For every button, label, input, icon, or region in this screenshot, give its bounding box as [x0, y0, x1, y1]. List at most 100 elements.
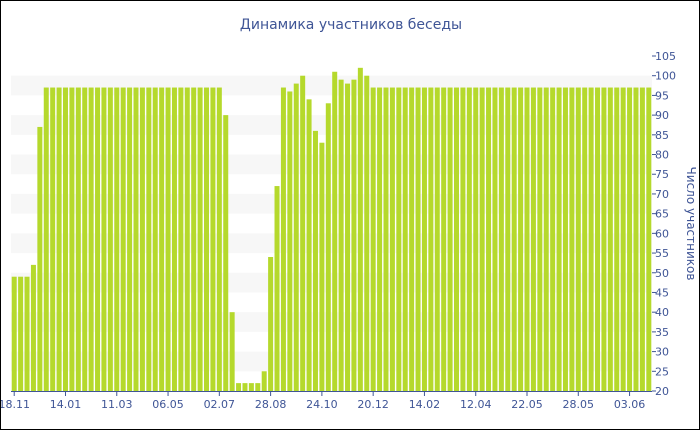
y-tick-label: 35: [655, 326, 669, 339]
bar: [56, 87, 62, 391]
y-tick-label: 60: [655, 227, 669, 240]
y-tick-label: 20: [655, 385, 669, 398]
bar: [127, 87, 133, 391]
bar: [184, 87, 190, 391]
bar: [537, 87, 543, 391]
bar: [415, 87, 421, 391]
bar: [11, 276, 17, 391]
bar: [95, 87, 101, 391]
bar: [492, 87, 498, 391]
grid-band: [11, 75, 652, 96]
bar: [261, 371, 267, 391]
background-bands: [11, 75, 652, 372]
bar: [639, 87, 645, 391]
bar: [486, 87, 492, 391]
bar: [441, 87, 447, 391]
x-tick-label: 24.10: [306, 398, 338, 411]
y-tick-label: 25: [655, 365, 669, 378]
x-tick-label: 06.05: [152, 398, 184, 411]
grid-band: [11, 312, 652, 332]
bar: [242, 383, 248, 391]
bar: [107, 87, 113, 391]
y-tick-label: 70: [655, 188, 669, 201]
bar: [82, 87, 88, 391]
bar: [620, 87, 626, 391]
bar: [351, 79, 357, 392]
x-tick-label: 11.03: [101, 398, 133, 411]
bar: [402, 87, 408, 391]
bar: [178, 87, 184, 391]
x-tick-label: 20.12: [357, 398, 389, 411]
x-tick-label: 02.07: [204, 398, 236, 411]
bar: [120, 87, 126, 391]
bar: [582, 87, 588, 391]
y-tick-label: 40: [655, 306, 669, 319]
bar: [139, 87, 145, 391]
bar: [543, 87, 549, 391]
grid-band: [11, 115, 652, 135]
bar: [88, 87, 94, 391]
y-axis-ticks: 20 25 30 35 40 45 50 55 60 65 70 75 80 85 90 95 100 105: [652, 50, 676, 398]
bar: [204, 87, 210, 391]
bar: [518, 87, 524, 391]
bar: [562, 87, 568, 391]
bar: [575, 87, 581, 391]
bar: [434, 87, 440, 391]
bar: [614, 87, 620, 391]
bar: [595, 87, 601, 391]
bar: [274, 186, 280, 391]
y-tick-label: 85: [655, 129, 669, 142]
bar: [114, 87, 120, 391]
bar: [146, 87, 152, 391]
bar: [550, 87, 556, 391]
bar: [101, 87, 107, 391]
x-tick-label: 18.11: [1, 398, 30, 411]
bar: [505, 87, 511, 391]
bar: [460, 87, 466, 391]
y-tick-label: 105: [655, 50, 676, 63]
bar: [62, 87, 68, 391]
y-tick-label: 90: [655, 109, 669, 122]
bar: [588, 87, 594, 391]
bar: [197, 87, 203, 391]
bar: [473, 87, 479, 391]
y-tick-label: 45: [655, 286, 669, 299]
bar: [454, 87, 459, 391]
y-tick-label: 50: [655, 267, 669, 280]
bar: [69, 87, 75, 391]
bar: [319, 142, 325, 391]
bar: [268, 257, 274, 391]
grid-band: [11, 351, 652, 372]
x-tick-label: 14.02: [409, 398, 441, 411]
bar: [524, 87, 530, 391]
bar: [421, 87, 427, 391]
bar: [223, 115, 229, 392]
bar: [287, 91, 293, 391]
bar: [607, 87, 613, 391]
bar: [312, 130, 318, 391]
bar: [133, 87, 139, 391]
bar: [75, 87, 81, 391]
grid-band: [11, 154, 652, 175]
x-tick-label: 03.06: [614, 398, 646, 411]
bar: [357, 67, 363, 391]
bar: [152, 87, 158, 391]
bar: [293, 83, 299, 391]
bar: [332, 71, 338, 391]
y-tick-label: 95: [655, 89, 669, 102]
bar: [428, 87, 434, 391]
bar: [191, 87, 197, 391]
bar: [37, 126, 43, 391]
bar: [255, 383, 261, 391]
y-tick-label: 55: [655, 247, 669, 260]
bar: [345, 83, 351, 391]
bar: [383, 87, 389, 391]
bar: [646, 87, 652, 391]
bar: [447, 87, 453, 391]
bar: [498, 87, 504, 391]
bar: [24, 276, 30, 391]
grid-band: [11, 233, 652, 254]
bar: [280, 87, 286, 391]
bar: [466, 87, 472, 391]
